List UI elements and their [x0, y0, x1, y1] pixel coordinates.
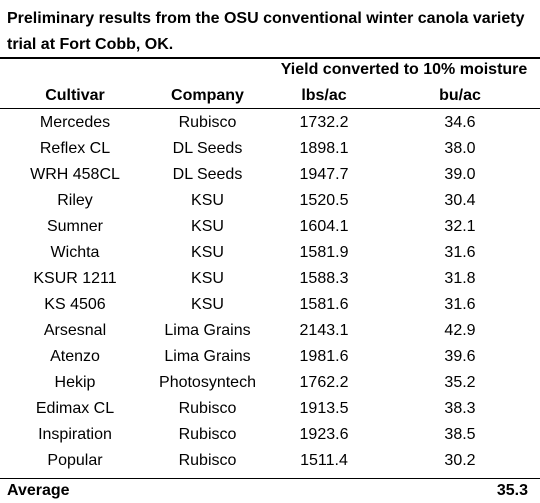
lbs-ac-cell: 1588.3 — [299, 270, 349, 287]
table-row: Inspiration Rubisco 1923.6 38.5 — [0, 422, 540, 448]
table-row: Wichta KSU 1581.9 31.6 — [0, 240, 540, 266]
company-cell: KSU — [191, 244, 224, 261]
table-title: Preliminary results from the OSU convent… — [7, 10, 525, 53]
company-cell: Photosyntech — [159, 374, 256, 391]
table-row: Mercedes Rubisco 1732.2 34.6 — [0, 110, 540, 136]
bu-ac-cell: 39.6 — [444, 348, 476, 365]
lbs-ac-cell: 1581.9 — [299, 244, 349, 261]
cultivar-cell: KSUR 1211 — [33, 270, 117, 287]
cultivar-cell: Mercedes — [39, 114, 111, 131]
yield-group-header: Yield converted to 10% moisture — [280, 61, 528, 78]
cultivar-cell: Inspiration — [38, 426, 112, 443]
company-cell: Rubisco — [178, 114, 237, 131]
lbs-ac-cell: 1898.1 — [299, 140, 349, 157]
bu-ac-cell: 42.9 — [444, 322, 476, 339]
table-row: KSUR 1211 KSU 1588.3 31.8 — [0, 266, 540, 292]
header-rule — [0, 108, 540, 109]
company-cell: Rubisco — [178, 452, 237, 469]
cultivar-cell: Reflex CL — [39, 140, 111, 157]
company-cell: Lima Grains — [164, 322, 251, 339]
table-row: WRH 458CL DL Seeds 1947.7 39.0 — [0, 162, 540, 188]
header-company: Company — [171, 87, 244, 104]
bu-ac-cell: 35.2 — [444, 374, 476, 391]
company-cell: KSU — [191, 192, 224, 209]
cultivar-cell: WRH 458CL — [30, 166, 120, 183]
average-label: Average — [7, 482, 70, 499]
header-cultivar: Cultivar — [45, 87, 105, 104]
company-cell: KSU — [191, 296, 224, 313]
company-cell: DL Seeds — [172, 166, 243, 183]
average-rule — [0, 478, 540, 479]
lbs-ac-cell: 1732.2 — [299, 114, 349, 131]
company-cell: KSU — [191, 218, 224, 235]
bu-ac-cell: 34.6 — [444, 114, 476, 131]
table-row: Reflex CL DL Seeds 1898.1 38.0 — [0, 136, 540, 162]
table-row: Atenzo Lima Grains 1981.6 39.6 — [0, 344, 540, 370]
cultivar-cell: Hekip — [54, 374, 96, 391]
cultivar-cell: Arsesnal — [43, 322, 107, 339]
header-bu-ac: bu/ac — [439, 87, 481, 104]
bu-ac-cell: 31.6 — [444, 296, 476, 313]
company-cell: DL Seeds — [172, 140, 243, 157]
cultivar-cell: Popular — [47, 452, 103, 469]
company-cell: Rubisco — [178, 400, 237, 417]
company-cell: Lima Grains — [164, 348, 251, 365]
lbs-ac-cell: 1581.6 — [299, 296, 349, 313]
table-row: Hekip Photosyntech 1762.2 35.2 — [0, 370, 540, 396]
header-lbs-ac: lbs/ac — [301, 87, 347, 104]
lbs-ac-cell: 2143.1 — [299, 322, 349, 339]
bu-ac-cell: 38.3 — [444, 400, 476, 417]
cultivar-cell: Riley — [57, 192, 93, 209]
company-cell: KSU — [191, 270, 224, 287]
lbs-ac-cell: 1604.1 — [299, 218, 349, 235]
table-row: Arsesnal Lima Grains 2143.1 42.9 — [0, 318, 540, 344]
bu-ac-cell: 30.4 — [444, 192, 476, 209]
average-value: 35.3 — [496, 482, 528, 499]
table-row: Edimax CL Rubisco 1913.5 38.3 — [0, 396, 540, 422]
top-rule — [0, 57, 540, 59]
cultivar-cell: KS 4506 — [44, 296, 106, 313]
bu-ac-cell: 30.2 — [444, 452, 476, 469]
table-row: KS 4506 KSU 1581.6 31.6 — [0, 292, 540, 318]
cultivar-cell: Wichta — [50, 244, 100, 261]
table-row: Sumner KSU 1604.1 32.1 — [0, 214, 540, 240]
lbs-ac-cell: 1923.6 — [299, 426, 349, 443]
lbs-ac-cell: 1913.5 — [299, 400, 349, 417]
table-row: Riley KSU 1520.5 30.4 — [0, 188, 540, 214]
lbs-ac-cell: 1511.4 — [300, 452, 348, 469]
company-cell: Rubisco — [178, 426, 237, 443]
lbs-ac-cell: 1947.7 — [299, 166, 349, 183]
cultivar-cell: Sumner — [46, 218, 104, 235]
table-body: Mercedes Rubisco 1732.2 34.6 Reflex CL DL See… — [0, 110, 540, 474]
cultivar-cell: Atenzo — [50, 348, 100, 365]
table-row: Popular Rubisco 1511.4 30.2 — [0, 448, 540, 474]
bu-ac-cell: 38.5 — [444, 426, 476, 443]
bu-ac-cell: 31.8 — [444, 270, 476, 287]
lbs-ac-cell: 1981.6 — [299, 348, 349, 365]
cultivar-cell: Edimax CL — [35, 400, 115, 417]
lbs-ac-cell: 1520.5 — [299, 192, 349, 209]
bu-ac-cell: 39.0 — [444, 166, 476, 183]
bu-ac-cell: 32.1 — [444, 218, 476, 235]
lbs-ac-cell: 1762.2 — [299, 374, 349, 391]
bu-ac-cell: 31.6 — [444, 244, 476, 261]
bu-ac-cell: 38.0 — [444, 140, 476, 157]
